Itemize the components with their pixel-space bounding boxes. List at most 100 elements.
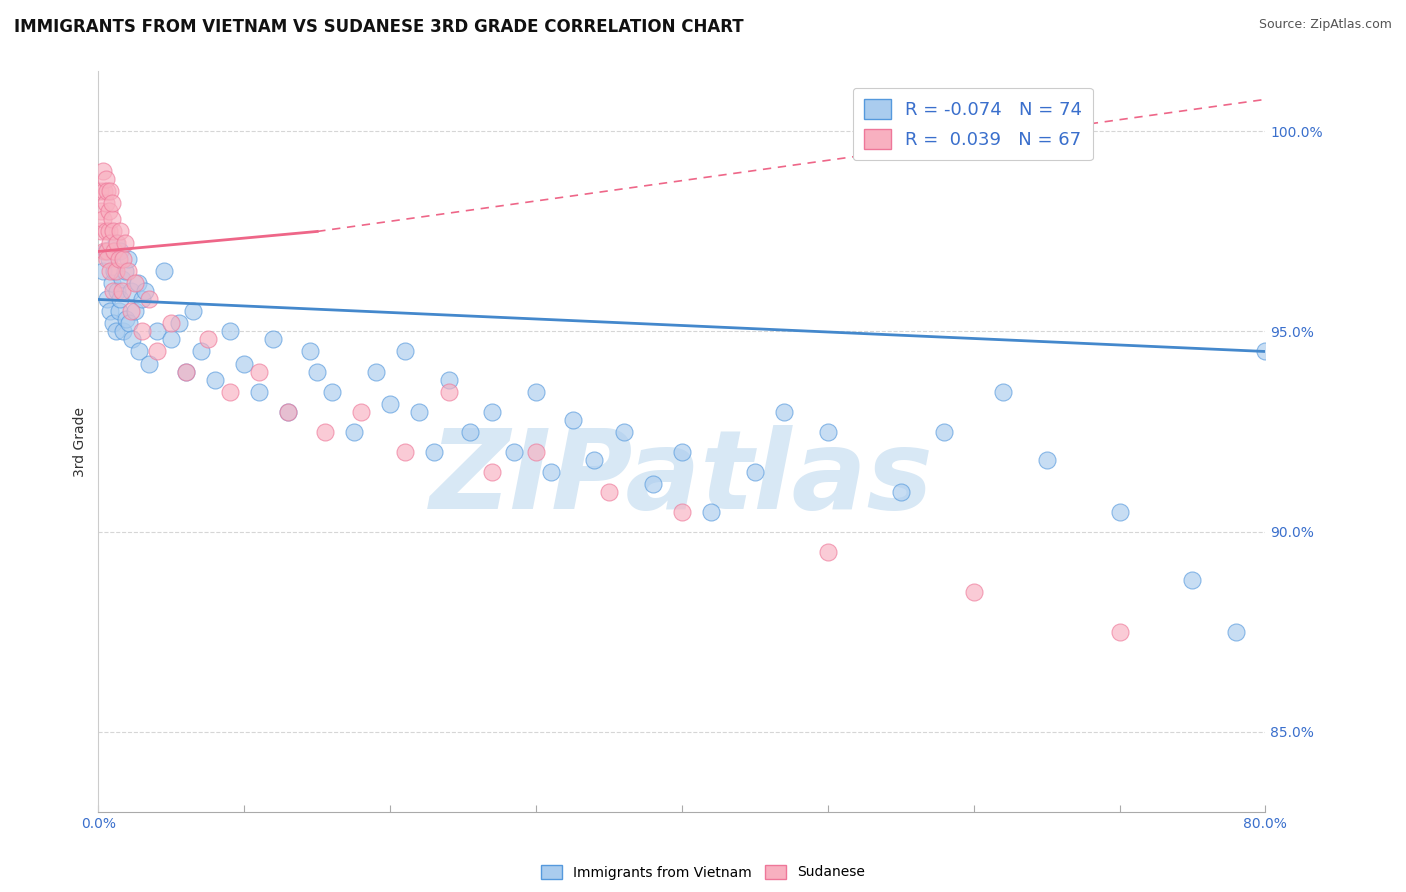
Point [1181,573,1204,587]
Point [103,244,125,259]
Point [89,185,111,199]
Point [962,584,984,599]
Point [91,212,114,227]
Point [890,484,912,499]
Point [112,325,135,339]
Point [437,372,460,386]
Point [96,244,118,259]
Point [104,325,127,339]
Point [110,224,132,238]
Point [101,224,124,238]
Point [247,364,270,378]
Point [481,404,503,418]
Point [1225,624,1247,639]
Text: Source: ZipAtlas.com: Source: ZipAtlas.com [1258,18,1392,31]
Point [460,425,482,439]
Point [700,505,723,519]
Point [114,264,136,278]
Point [110,293,132,307]
Point [307,364,329,378]
Point [93,244,115,259]
Point [160,333,183,347]
Point [94,224,117,238]
Point [103,264,125,278]
Point [98,185,121,199]
Point [121,333,143,347]
Point [101,244,124,259]
Point [197,333,219,347]
Point [817,544,839,558]
Point [277,404,299,418]
Point [298,344,321,359]
Point [934,425,956,439]
Text: ZIPatlas: ZIPatlas [430,425,934,532]
Point [91,264,114,278]
Point [437,384,460,399]
Point [97,224,120,238]
Point [247,384,270,399]
Legend: R = -0.074   N = 74, R =  0.039   N = 67: R = -0.074 N = 74, R = 0.039 N = 67 [853,87,1092,161]
Point [105,285,128,299]
Point [218,325,240,339]
Point [96,252,118,267]
Point [94,244,117,259]
Point [104,264,127,278]
Point [167,317,190,331]
Point [174,364,197,378]
Point [481,465,503,479]
Point [105,236,128,251]
Point [1254,344,1277,359]
Point [138,357,160,371]
Point [96,293,118,307]
Point [1035,452,1057,467]
Point [153,264,176,278]
Point [124,304,146,318]
Point [613,425,636,439]
Point [101,285,124,299]
Point [100,277,122,291]
Point [114,236,136,251]
Point [146,325,169,339]
Point [124,277,146,291]
Point [1108,624,1130,639]
Point [277,404,299,418]
Point [131,293,153,307]
Point [343,425,366,439]
Point [181,304,204,318]
Point [115,312,138,326]
Point [773,404,796,418]
Point [101,317,124,331]
Point [524,384,547,399]
Point [364,364,387,378]
Point [503,444,526,458]
Point [134,285,156,299]
Point [321,384,343,399]
Point [98,236,121,251]
Point [350,404,373,418]
Point [111,272,134,286]
Point [110,244,132,259]
Point [174,364,197,378]
Point [94,196,117,211]
Point [583,452,606,467]
Point [120,304,142,318]
Point [408,404,430,418]
Point [118,317,141,331]
Point [380,396,402,410]
Point [98,304,121,318]
Point [94,172,117,186]
Point [97,252,120,267]
Point [117,252,139,267]
Point [112,252,135,267]
Text: IMMIGRANTS FROM VIETNAM VS SUDANESE 3RD GRADE CORRELATION CHART: IMMIGRANTS FROM VIETNAM VS SUDANESE 3RD … [14,18,744,36]
Point [96,185,118,199]
Point [671,444,693,458]
Legend: Immigrants from Vietnam, Sudanese: Immigrants from Vietnam, Sudanese [536,859,870,885]
Point [100,212,122,227]
Point [744,465,766,479]
Point [641,476,664,491]
Point [314,425,336,439]
Point [91,164,114,178]
Point [120,285,142,299]
Point [146,344,169,359]
